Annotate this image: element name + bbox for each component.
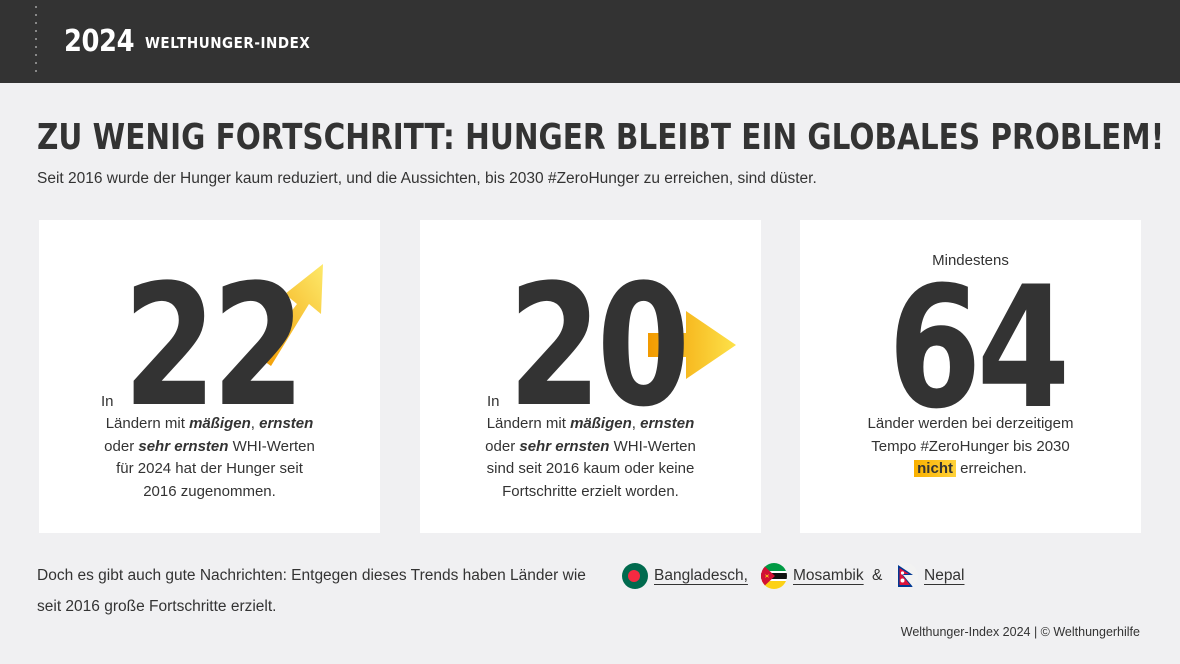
stat-card-zero-hunger: Mindestens 64 Länder werden bei derzeiti…: [800, 220, 1141, 533]
dotted-divider: [35, 6, 37, 78]
mozambique-flag-icon: [761, 563, 787, 589]
bangladesh-flag-icon: [622, 563, 648, 589]
page-subtitle: Seit 2016 wurde der Hunger kaum reduzier…: [37, 170, 817, 187]
stat-description: Ländern mit mäßigen, ernsten oder sehr e…: [104, 415, 315, 500]
arrow-right-icon: [648, 311, 736, 379]
stat-card-stagnation: 20 In Ländern mit mäßigen, ernsten oder …: [420, 220, 761, 533]
stat-prefix: In: [487, 393, 500, 410]
header-brand: WELTHUNGER-INDEX: [145, 34, 311, 52]
arrow-up-right-icon: [257, 264, 323, 366]
highlight-nicht: nicht: [914, 460, 956, 477]
country-link-mozambique[interactable]: Mosambik: [793, 567, 864, 584]
stat-description: Länder werden bei derzeitigem Tempo #Zer…: [867, 415, 1074, 477]
ampersand: &: [872, 567, 883, 584]
stat-prefix: Mindestens: [932, 252, 1009, 269]
stat-description: Ländern mit mäßigen, ernsten oder sehr e…: [485, 415, 696, 500]
bottom-text: Doch es gibt auch gute Nachrichten: Entg…: [37, 567, 586, 584]
header-bar: 2024 WELTHUNGER-INDEX: [0, 0, 1180, 83]
footer-credit: Welthunger-Index 2024 | © Welthungerhilf…: [900, 625, 1140, 639]
header-year: 2024: [64, 24, 135, 59]
page-title: ZU WENIG FORTSCHRITT: HUNGER BLEIBT EIN …: [37, 117, 1165, 158]
stat-number: 20: [508, 248, 690, 444]
bottom-text-continued: seit 2016 große Fortschritte erzielt.: [37, 598, 277, 615]
stat-prefix: In: [101, 393, 114, 410]
country-link-bangladesh[interactable]: Bangladesch,: [654, 567, 748, 584]
country-link-nepal[interactable]: Nepal: [924, 567, 965, 584]
nepal-flag-icon: [892, 563, 918, 589]
stat-number: 64: [888, 250, 1070, 446]
stat-card-increase: 22 In Ländern mit mäßigen, ernsten oder …: [39, 220, 380, 533]
stat-number: 22: [123, 248, 305, 444]
